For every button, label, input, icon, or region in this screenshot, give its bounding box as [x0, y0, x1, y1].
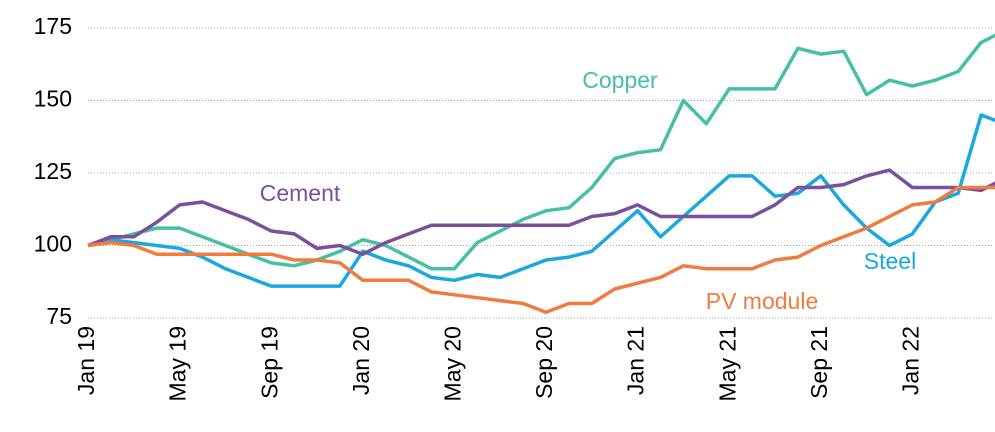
x-tick-label: Sep 20 [531, 326, 557, 399]
series-line [87, 185, 995, 314]
x-tick-label: Sep 21 [806, 326, 832, 399]
x-tick-label: May 21 [714, 326, 740, 401]
series-line [87, 168, 995, 256]
series-label: Cement [260, 180, 341, 206]
x-tick-label: May 20 [439, 326, 465, 401]
series-line [87, 113, 995, 288]
series-label: Copper [582, 67, 658, 93]
y-tick-label: 100 [34, 231, 72, 257]
x-tick-label: Jan 20 [348, 326, 374, 395]
x-tick-label: Sep 19 [256, 326, 282, 399]
y-tick-label: 175 [34, 13, 72, 39]
x-tick-label: Jan 19 [73, 326, 99, 395]
x-tick-label: Jan 22 [897, 326, 923, 395]
series-line [87, 33, 995, 271]
y-tick-label: 125 [34, 158, 72, 184]
series-label: Steel [864, 248, 916, 274]
x-tick-label: May 19 [165, 326, 191, 401]
x-tick-label: Jan 21 [623, 326, 649, 395]
y-tick-label: 75 [46, 303, 72, 329]
series-label: PV module [706, 288, 819, 314]
y-tick-label: 150 [34, 86, 72, 112]
